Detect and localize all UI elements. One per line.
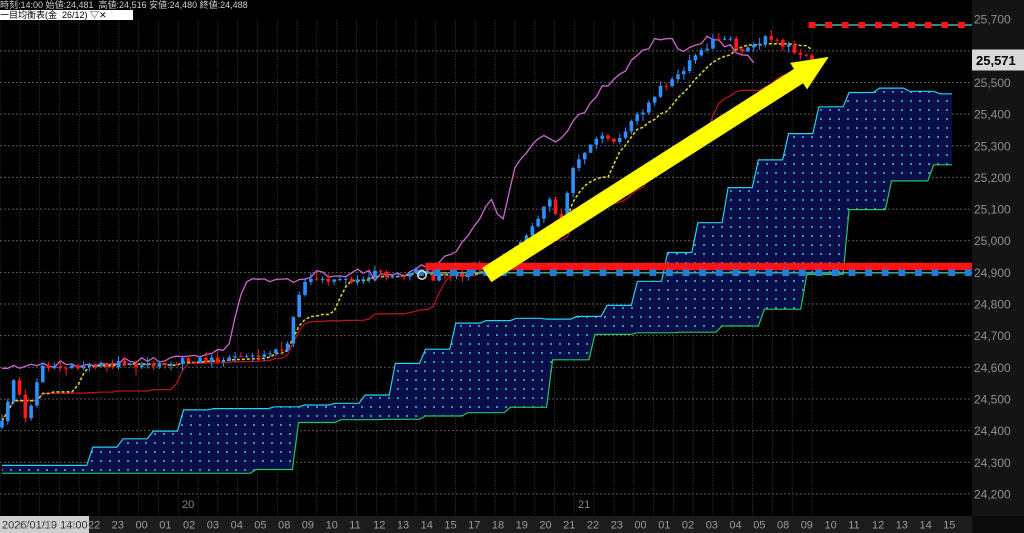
svg-text:25,571: 25,571	[976, 53, 1016, 68]
svg-text:24,800: 24,800	[974, 298, 1011, 312]
svg-text:25,400: 25,400	[974, 108, 1011, 122]
svg-text:24,900: 24,900	[974, 266, 1011, 280]
svg-text:13: 13	[896, 520, 908, 532]
svg-text:24,300: 24,300	[974, 456, 1011, 470]
svg-text:02: 02	[183, 520, 195, 532]
svg-text:25,300: 25,300	[974, 139, 1011, 153]
svg-text:12: 12	[872, 520, 884, 532]
svg-text:03: 03	[706, 520, 718, 532]
svg-text:10: 10	[326, 520, 338, 532]
svg-text:09: 09	[302, 520, 314, 532]
svg-text:08: 08	[278, 520, 290, 532]
svg-text:21: 21	[563, 520, 575, 532]
svg-text:03: 03	[207, 520, 219, 532]
svg-text:00: 00	[634, 520, 646, 532]
svg-text:25,700: 25,700	[974, 13, 1011, 27]
svg-text:25,100: 25,100	[974, 203, 1011, 217]
svg-text:20: 20	[539, 520, 551, 532]
svg-text:24,400: 24,400	[974, 424, 1011, 438]
svg-text:19: 19	[17, 520, 29, 532]
svg-text:04: 04	[729, 520, 741, 532]
svg-text:25,200: 25,200	[974, 171, 1011, 185]
svg-text:14: 14	[421, 520, 433, 532]
svg-text:25,000: 25,000	[974, 234, 1011, 248]
svg-text:17: 17	[468, 520, 480, 532]
svg-text:20: 20	[41, 520, 53, 532]
svg-text:23: 23	[112, 520, 124, 532]
svg-text:11: 11	[349, 520, 360, 532]
svg-text:20: 20	[182, 499, 194, 511]
svg-text:23: 23	[611, 520, 623, 532]
svg-text:04: 04	[231, 520, 243, 532]
svg-text:12: 12	[373, 520, 385, 532]
svg-text:13: 13	[397, 520, 409, 532]
svg-text:09: 09	[801, 520, 813, 532]
svg-text:05: 05	[254, 520, 266, 532]
svg-text:14: 14	[920, 520, 932, 532]
svg-text:05: 05	[753, 520, 765, 532]
svg-text:00: 00	[136, 520, 148, 532]
svg-text:10: 10	[825, 520, 837, 532]
svg-text:19: 19	[516, 520, 528, 532]
svg-text:08: 08	[777, 520, 789, 532]
svg-text:01: 01	[159, 520, 171, 532]
svg-text:15: 15	[943, 520, 955, 532]
svg-text:15: 15	[444, 520, 456, 532]
svg-text:21: 21	[64, 520, 76, 532]
svg-text:24,200: 24,200	[974, 487, 1011, 501]
svg-text:24,600: 24,600	[974, 361, 1011, 375]
svg-text:01: 01	[658, 520, 670, 532]
svg-text:11: 11	[848, 520, 859, 532]
svg-text:25,500: 25,500	[974, 76, 1011, 90]
svg-text:24,700: 24,700	[974, 329, 1011, 343]
svg-text:22: 22	[88, 520, 100, 532]
svg-text:02: 02	[682, 520, 694, 532]
svg-text:21: 21	[578, 499, 590, 511]
svg-text:18: 18	[492, 520, 504, 532]
svg-text:24,500: 24,500	[974, 393, 1011, 407]
svg-text:22: 22	[587, 520, 599, 532]
